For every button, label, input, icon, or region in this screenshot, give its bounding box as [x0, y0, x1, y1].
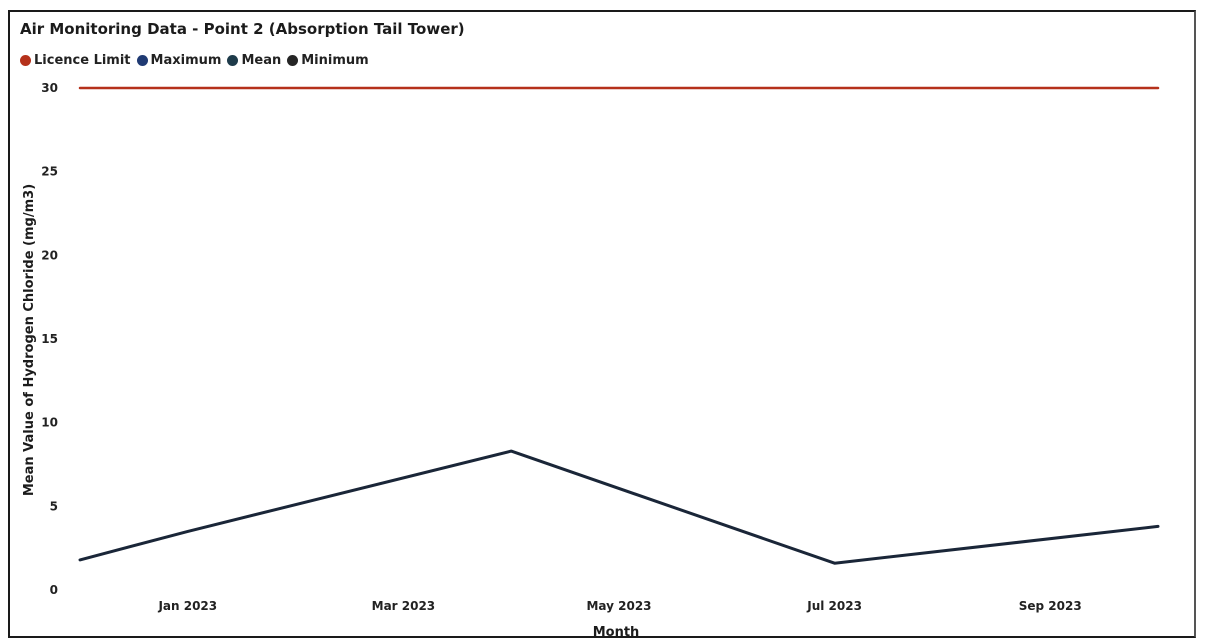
- legend-label: Mean: [241, 53, 282, 68]
- chart-frame: [8, 10, 1196, 638]
- y-axis-ticks: 0 5 10 15 20 25 30: [41, 81, 58, 597]
- x-tick-label: Mar 2023: [372, 599, 436, 613]
- y-tick-label: 0: [50, 583, 58, 597]
- y-tick-label: 20: [41, 248, 58, 262]
- legend-item-minimum[interactable]: Minimum: [287, 53, 369, 68]
- chart-title: Air Monitoring Data - Point 2 (Absorptio…: [20, 20, 465, 38]
- legend-label: Maximum: [150, 53, 222, 68]
- x-tick-label: Jan 2023: [157, 599, 217, 613]
- series-line-mean[interactable]: [78, 449, 1160, 565]
- x-tick-label: May 2023: [586, 599, 651, 613]
- y-axis-label: Mean Value of Hydrogen Chloride (mg/m3): [22, 184, 37, 496]
- y-tick-label: 25: [41, 165, 58, 179]
- legend-label: Minimum: [301, 53, 369, 68]
- legend-dot-maximum-icon: [136, 55, 148, 66]
- legend-item-licence-limit[interactable]: Licence Limit: [20, 53, 131, 68]
- y-tick-label: 10: [41, 416, 58, 430]
- y-tick-label: 15: [41, 332, 58, 346]
- chart-series: [78, 86, 1160, 565]
- legend-item-maximum[interactable]: Maximum: [136, 53, 222, 68]
- legend-dot-licence-limit-icon: [20, 55, 31, 66]
- x-axis-label: Month: [593, 625, 640, 640]
- x-axis-ticks: Jan 2023 Mar 2023 May 2023 Jul 2023 Sep 2023: [157, 599, 1081, 613]
- legend-item-mean[interactable]: Mean: [227, 53, 281, 68]
- chart-legend: Licence Limit Maximum Mean Minimum: [20, 53, 375, 68]
- y-tick-label: 30: [41, 81, 58, 95]
- y-tick-label: 5: [50, 499, 58, 513]
- legend-dot-mean-icon: [227, 55, 239, 66]
- x-tick-label: Jul 2023: [806, 599, 862, 613]
- legend-dot-minimum-icon: [287, 55, 299, 66]
- legend-label: Licence Limit: [34, 53, 131, 68]
- x-tick-label: Sep 2023: [1019, 599, 1082, 613]
